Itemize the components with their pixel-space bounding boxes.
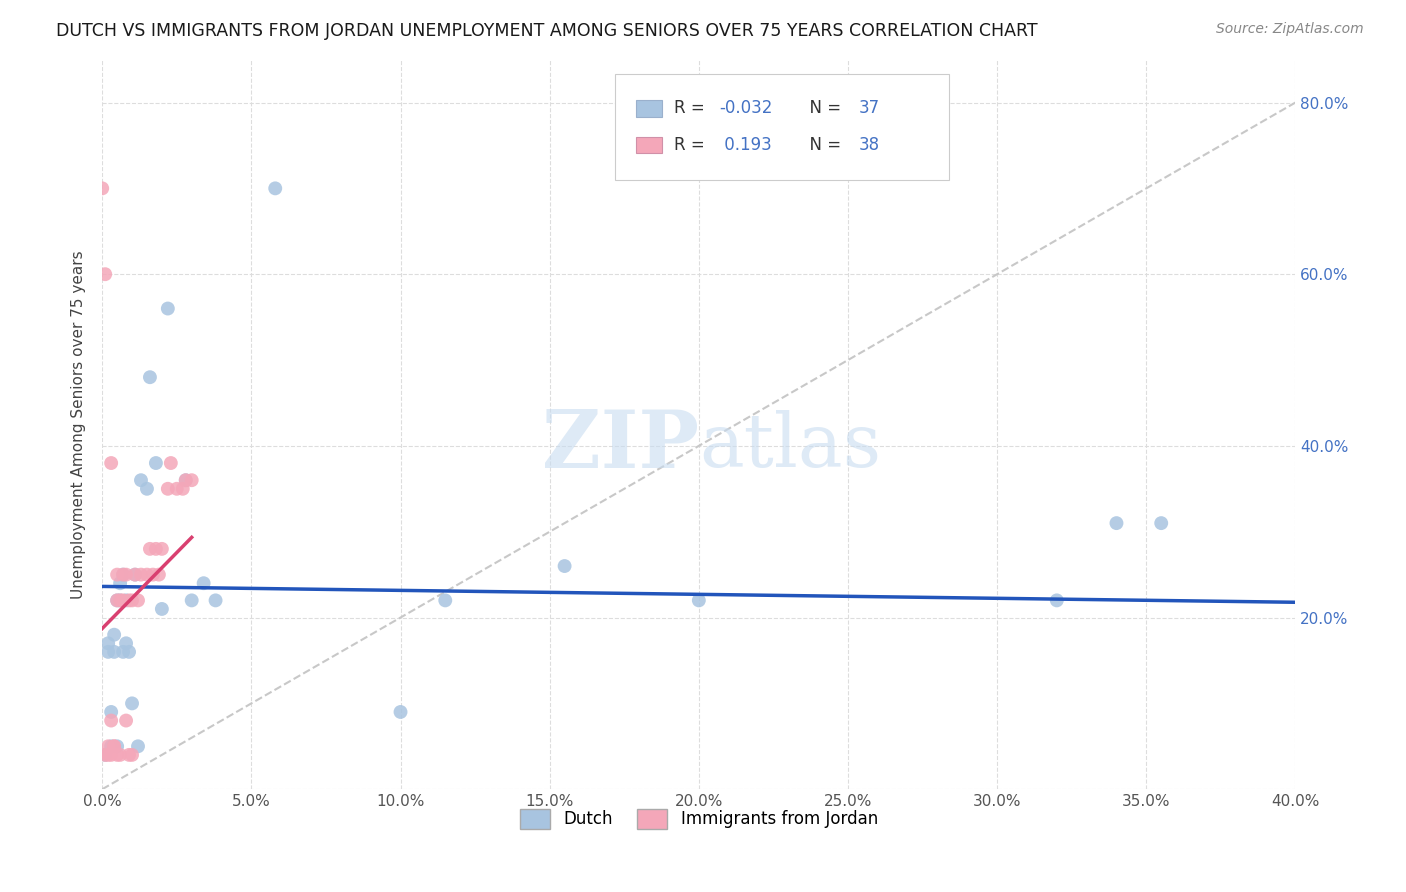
- Point: [145, 456, 167, 470]
- FancyBboxPatch shape: [616, 74, 949, 180]
- Point: [180, 593, 202, 607]
- Point: [103, 739, 125, 754]
- Point: [97, 739, 120, 754]
- Point: [108, 593, 131, 607]
- Point: [108, 747, 131, 762]
- Point: [97, 636, 120, 650]
- Text: R =: R =: [673, 136, 710, 154]
- Bar: [636, 137, 662, 153]
- Point: [193, 576, 215, 591]
- Point: [103, 739, 125, 754]
- Point: [180, 473, 202, 487]
- Point: [174, 473, 197, 487]
- Point: [204, 593, 226, 607]
- Point: [118, 645, 141, 659]
- Point: [142, 567, 165, 582]
- Point: [127, 739, 149, 754]
- Point: [105, 593, 128, 607]
- Point: [118, 747, 141, 762]
- Point: [103, 645, 125, 659]
- Point: [156, 482, 179, 496]
- Point: [103, 628, 125, 642]
- Point: [118, 593, 141, 607]
- Point: [156, 301, 179, 316]
- Point: [127, 593, 149, 607]
- Text: ZIP: ZIP: [541, 408, 699, 485]
- Point: [91, 181, 114, 195]
- Point: [115, 714, 138, 728]
- Point: [108, 593, 131, 607]
- Text: 0.193: 0.193: [718, 136, 772, 154]
- Point: [139, 541, 162, 556]
- Point: [121, 593, 143, 607]
- Point: [124, 567, 146, 582]
- Point: [112, 567, 135, 582]
- Point: [100, 714, 122, 728]
- Point: [136, 482, 159, 496]
- Text: atlas: atlas: [699, 409, 882, 483]
- Point: [129, 567, 152, 582]
- Text: 38: 38: [859, 136, 880, 154]
- Point: [148, 567, 170, 582]
- Point: [105, 747, 128, 762]
- Point: [1046, 593, 1069, 607]
- Point: [124, 567, 146, 582]
- Point: [115, 636, 138, 650]
- Y-axis label: Unemployment Among Seniors over 75 years: Unemployment Among Seniors over 75 years: [72, 250, 86, 599]
- Point: [100, 747, 122, 762]
- Point: [94, 747, 117, 762]
- Point: [121, 747, 143, 762]
- Point: [100, 705, 122, 719]
- Text: N =: N =: [799, 136, 846, 154]
- Point: [105, 567, 128, 582]
- Point: [1150, 516, 1173, 530]
- Point: [174, 473, 197, 487]
- Point: [389, 705, 412, 719]
- Point: [108, 576, 131, 591]
- Point: [112, 645, 135, 659]
- Point: [100, 456, 122, 470]
- Text: N =: N =: [799, 100, 846, 118]
- Point: [554, 559, 576, 574]
- Point: [115, 593, 138, 607]
- Point: [112, 593, 135, 607]
- Point: [97, 747, 120, 762]
- Point: [172, 482, 194, 496]
- Point: [129, 473, 152, 487]
- Legend: Dutch, Immigrants from Jordan: Dutch, Immigrants from Jordan: [513, 802, 884, 836]
- Point: [94, 267, 117, 281]
- Point: [105, 739, 128, 754]
- Point: [115, 567, 138, 582]
- Point: [1105, 516, 1128, 530]
- Point: [121, 697, 143, 711]
- Text: DUTCH VS IMMIGRANTS FROM JORDAN UNEMPLOYMENT AMONG SENIORS OVER 75 YEARS CORRELA: DUTCH VS IMMIGRANTS FROM JORDAN UNEMPLOY…: [56, 22, 1038, 40]
- Point: [264, 181, 287, 195]
- Text: R =: R =: [673, 100, 710, 118]
- Point: [100, 739, 122, 754]
- Point: [688, 593, 710, 607]
- Point: [159, 456, 181, 470]
- Point: [434, 593, 457, 607]
- Point: [112, 567, 135, 582]
- Point: [145, 541, 167, 556]
- Point: [105, 593, 128, 607]
- Bar: [636, 101, 662, 117]
- Point: [166, 482, 188, 496]
- Text: Source: ZipAtlas.com: Source: ZipAtlas.com: [1216, 22, 1364, 37]
- Point: [94, 747, 117, 762]
- Text: 37: 37: [859, 100, 880, 118]
- Point: [139, 370, 162, 384]
- Point: [136, 567, 159, 582]
- Text: -0.032: -0.032: [718, 100, 772, 118]
- Point: [150, 541, 173, 556]
- Point: [150, 602, 173, 616]
- Point: [97, 645, 120, 659]
